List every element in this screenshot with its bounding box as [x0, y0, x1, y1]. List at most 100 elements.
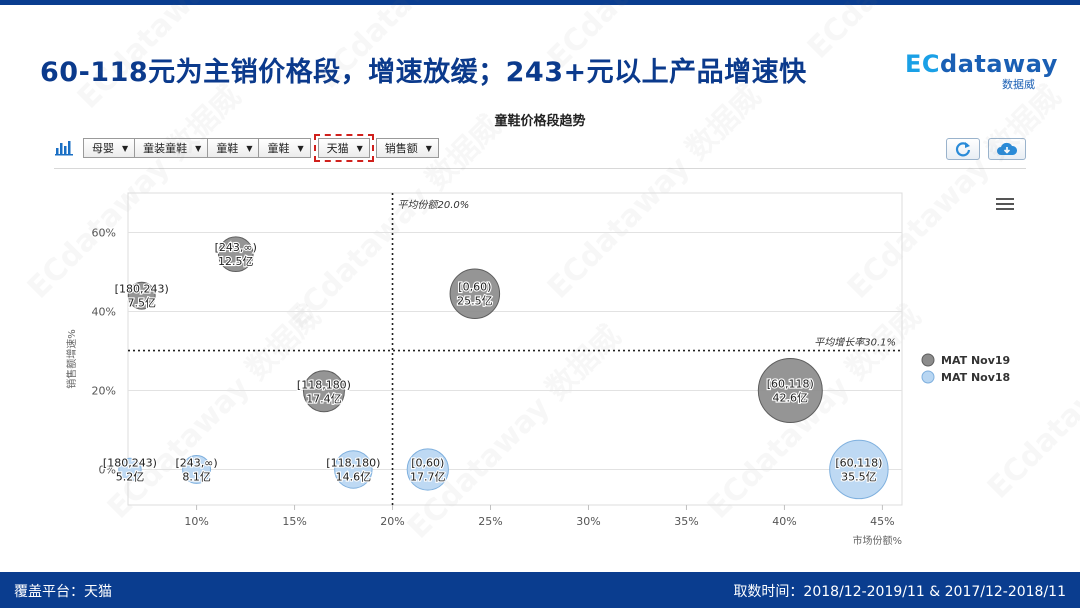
bubble-nov18 [334, 450, 373, 489]
bubble-segment-label: [243,∞) [175, 456, 217, 469]
x-tick-label: 15% [282, 515, 306, 528]
watermark-text: ECdataway 数据威 [101, 299, 328, 526]
bubble-nov19 [127, 281, 156, 310]
bubble-segment-label: [118,180) [297, 378, 351, 391]
bubble-segment-label: [180,243) [103, 456, 157, 469]
dropdown-label: 母婴 [92, 142, 114, 155]
refresh-button[interactable] [946, 138, 980, 160]
logo-ec: EC [905, 50, 941, 78]
bubble-amount-label: 35.5亿 [841, 470, 877, 483]
bubble-nov18 [829, 439, 889, 500]
watermark-text: ECdataway 数据威 [21, 79, 248, 306]
bubble-amount-label: 17.7亿 [410, 470, 446, 483]
dropdown-label: 童鞋 [267, 142, 290, 155]
logo-subtitle: 数据威 [1002, 78, 1035, 91]
menu-bar [996, 198, 1014, 200]
dropdown-platform[interactable]: 天猫 ▼ [313, 134, 374, 162]
dropdown-product-subtype[interactable]: 童鞋 ▼ [258, 138, 311, 158]
x-tick-label: 25% [478, 515, 502, 528]
page-headline: 60-118元为主销价格段，增速放缓；243+元以上产品增速快 [40, 57, 807, 88]
filter-dropdowns: 母婴 ▼ 童装童鞋 ▼ 童鞋 ▼ 童鞋 ▼ 天猫 ▼ 销售额 ▼ [83, 134, 439, 162]
bubble-amount-label: 42.6亿 [773, 391, 809, 404]
refresh-icon [955, 142, 971, 157]
logo-word: dataway [940, 50, 1058, 78]
bubble-segment-label: [243,∞) [215, 241, 257, 254]
watermark-text: ECdataway 数据威 [401, 319, 628, 546]
bubble-segment-label: [180,243) [115, 283, 169, 296]
x-axis-title: 市场份额% [852, 534, 902, 547]
watermark-text: ECdataway 数据威 [541, 0, 768, 76]
y-axis-title: 销售额增速% [65, 329, 78, 389]
bubble-amount-label: 7.5亿 [127, 297, 156, 310]
legend-label: MAT Nov18 [941, 371, 1010, 384]
x-tick-label: 30% [576, 515, 600, 528]
bubble-segment-label: [60,118) [767, 377, 814, 390]
hamburger-menu-icon[interactable] [996, 198, 1014, 212]
bubble-nov18 [118, 457, 142, 482]
dropdown-product-type[interactable]: 童鞋 ▼ [207, 138, 260, 158]
menu-bar [996, 208, 1014, 210]
dropdown-label: 童装童鞋 [143, 142, 188, 155]
watermark-text: ECdataway 数据威 [71, 0, 298, 116]
x-tick-label: 40% [772, 515, 796, 528]
bar-chart-icon[interactable] [54, 139, 74, 157]
plot-area [127, 192, 903, 506]
bubble-nov19 [217, 236, 254, 273]
bubble-amount-label: 25.5亿 [457, 295, 493, 308]
bubble-amount-label: 8.1亿 [182, 470, 211, 483]
caret-down-icon: ▼ [246, 143, 253, 153]
avg-share-label: 平均份额20.0% [398, 199, 470, 211]
watermark-text: ECdataway 数据威 [801, 0, 1028, 66]
watermark-text: ECdataway 数据威 [541, 79, 768, 306]
chart-title: 童鞋价格段趋势 [494, 114, 586, 129]
caret-down-icon: ▼ [195, 143, 202, 153]
caret-down-icon: ▼ [297, 143, 304, 153]
footer-period: 取数时间：2018/12-2019/11 & 2017/12-2018/11 [733, 584, 1066, 600]
bubble-segment-label: [0,60) [458, 281, 491, 294]
avg-growth-label: 平均增长率30.1% [814, 337, 896, 349]
bubble-amount-label: 12.5亿 [218, 255, 254, 268]
menu-bar [996, 203, 1014, 205]
y-tick-label: 0% [99, 463, 116, 476]
watermark-text: ECdataway 数据威 [311, 0, 538, 96]
y-tick-label: 60% [92, 226, 116, 239]
x-tick-label: 35% [674, 515, 698, 528]
footer-bar: 覆盖平台：天猫 取数时间：2018/12-2019/11 & 2017/12-2… [0, 572, 1080, 608]
ecdataway-logo: ECdataway 数据威 [905, 50, 1057, 91]
bubble-amount-label: 5.2亿 [116, 470, 145, 483]
bubble-segment-label: [60,118) [835, 456, 882, 469]
dropdown-label: 天猫 [326, 142, 349, 155]
bubble-nov18 [406, 448, 449, 491]
legend-marker [921, 353, 935, 367]
bubble-nov19 [757, 357, 823, 423]
watermark-text: ECdataway 数据威 [981, 279, 1080, 506]
y-tick-label: 40% [92, 305, 116, 318]
bubble-nov19 [449, 268, 501, 319]
bubble-nov19 [302, 370, 345, 413]
bubble-segment-label: [0,60) [411, 456, 444, 469]
dropdown-label: 销售额 [384, 142, 418, 155]
legend-marker [921, 370, 935, 384]
x-tick-label: 10% [184, 515, 208, 528]
dropdown-metric[interactable]: 销售额 ▼ [375, 138, 439, 158]
footer-platform: 覆盖平台：天猫 [14, 584, 112, 600]
dropdown-label: 童鞋 [216, 142, 239, 155]
dropdown-subcategory[interactable]: 童装童鞋 ▼ [134, 138, 209, 158]
bubble-amount-label: 14.6亿 [336, 470, 372, 483]
bubble-nov18 [182, 455, 212, 484]
logo-wordmark: ECdataway [905, 50, 1058, 78]
download-button[interactable] [988, 138, 1026, 160]
x-tick-label: 20% [380, 515, 404, 528]
toolbar-divider [54, 168, 1026, 169]
bubble-amount-label: 17.4亿 [306, 392, 342, 405]
caret-down-icon: ▼ [356, 143, 363, 153]
bubble-segment-label: [118,180) [326, 456, 380, 469]
legend-label: MAT Nov19 [941, 354, 1010, 367]
caret-down-icon: ▼ [425, 143, 432, 153]
caret-down-icon: ▼ [122, 143, 129, 153]
watermark-text: ECdataway 数据威 [841, 79, 1068, 306]
cloud-download-icon [997, 142, 1018, 155]
x-tick-label: 45% [870, 515, 894, 528]
y-tick-label: 20% [92, 384, 116, 397]
